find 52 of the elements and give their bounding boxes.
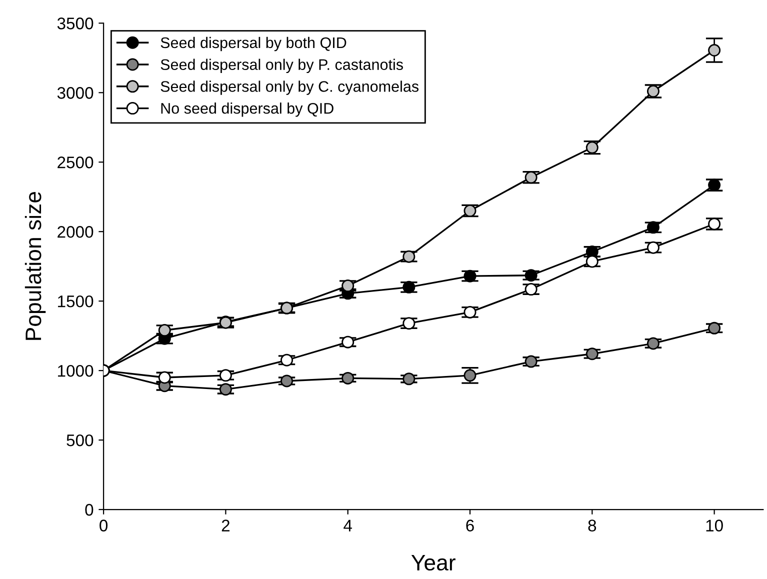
point xyxy=(158,371,171,384)
point xyxy=(464,204,476,218)
point xyxy=(402,372,416,386)
x-tick-label: 4 xyxy=(344,520,352,532)
point xyxy=(158,324,171,337)
y-tick-label: 0 xyxy=(85,504,94,516)
point xyxy=(464,270,476,282)
x-tick-label: 8 xyxy=(588,520,596,532)
point xyxy=(708,44,721,57)
y-tick-label: 500 xyxy=(66,434,94,446)
point xyxy=(524,283,538,296)
point xyxy=(708,218,721,230)
point xyxy=(342,336,354,348)
point xyxy=(586,255,598,268)
y-tick-label: 1500 xyxy=(58,295,94,308)
x-tick-label: 0 xyxy=(100,520,108,532)
point xyxy=(708,322,721,334)
point xyxy=(646,337,660,350)
point xyxy=(219,383,232,396)
point xyxy=(402,250,416,263)
point xyxy=(219,369,232,382)
y-tick-label: 2500 xyxy=(58,156,94,168)
point xyxy=(524,269,538,282)
x-tick-label: 2 xyxy=(222,520,230,532)
point xyxy=(586,141,598,154)
y-tick-label: 3000 xyxy=(57,87,94,99)
point xyxy=(646,241,660,254)
point xyxy=(708,178,721,192)
y-axis-title: Population size xyxy=(24,192,46,340)
legend-label: Seed dispersal only by C. cyanomelas xyxy=(160,80,419,95)
point xyxy=(464,306,476,318)
point xyxy=(402,280,416,294)
point xyxy=(280,374,294,388)
legend-label: Seed dispersal by both QID xyxy=(160,36,346,52)
point xyxy=(402,317,416,330)
point xyxy=(646,85,660,98)
point xyxy=(280,354,294,366)
point xyxy=(586,348,598,360)
point xyxy=(524,355,538,368)
point xyxy=(646,221,660,234)
y-tick-label: 1000 xyxy=(58,364,94,377)
y-tick-label: 2000 xyxy=(58,226,94,238)
point xyxy=(464,369,476,382)
legend-label: Seed dispersal only by P. castanotis xyxy=(160,58,403,74)
x-tick-label: 6 xyxy=(466,520,474,532)
point xyxy=(342,372,354,384)
legend-label: No seed dispersal by QID xyxy=(161,102,334,117)
point xyxy=(342,280,354,292)
x-axis-title: Year xyxy=(411,555,456,571)
y-tick-label: 3500 xyxy=(57,18,94,30)
x-tick-label: 10 xyxy=(706,520,723,532)
point xyxy=(524,171,538,184)
